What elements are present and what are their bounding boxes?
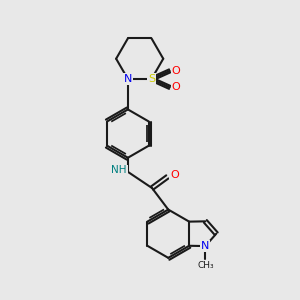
Text: O: O <box>172 82 181 92</box>
Text: O: O <box>170 170 179 180</box>
Text: N: N <box>124 74 132 84</box>
Text: O: O <box>172 66 181 76</box>
Text: N: N <box>201 241 209 251</box>
Text: NH: NH <box>111 165 127 176</box>
Text: CH₃: CH₃ <box>197 261 214 270</box>
Text: S: S <box>148 74 155 84</box>
